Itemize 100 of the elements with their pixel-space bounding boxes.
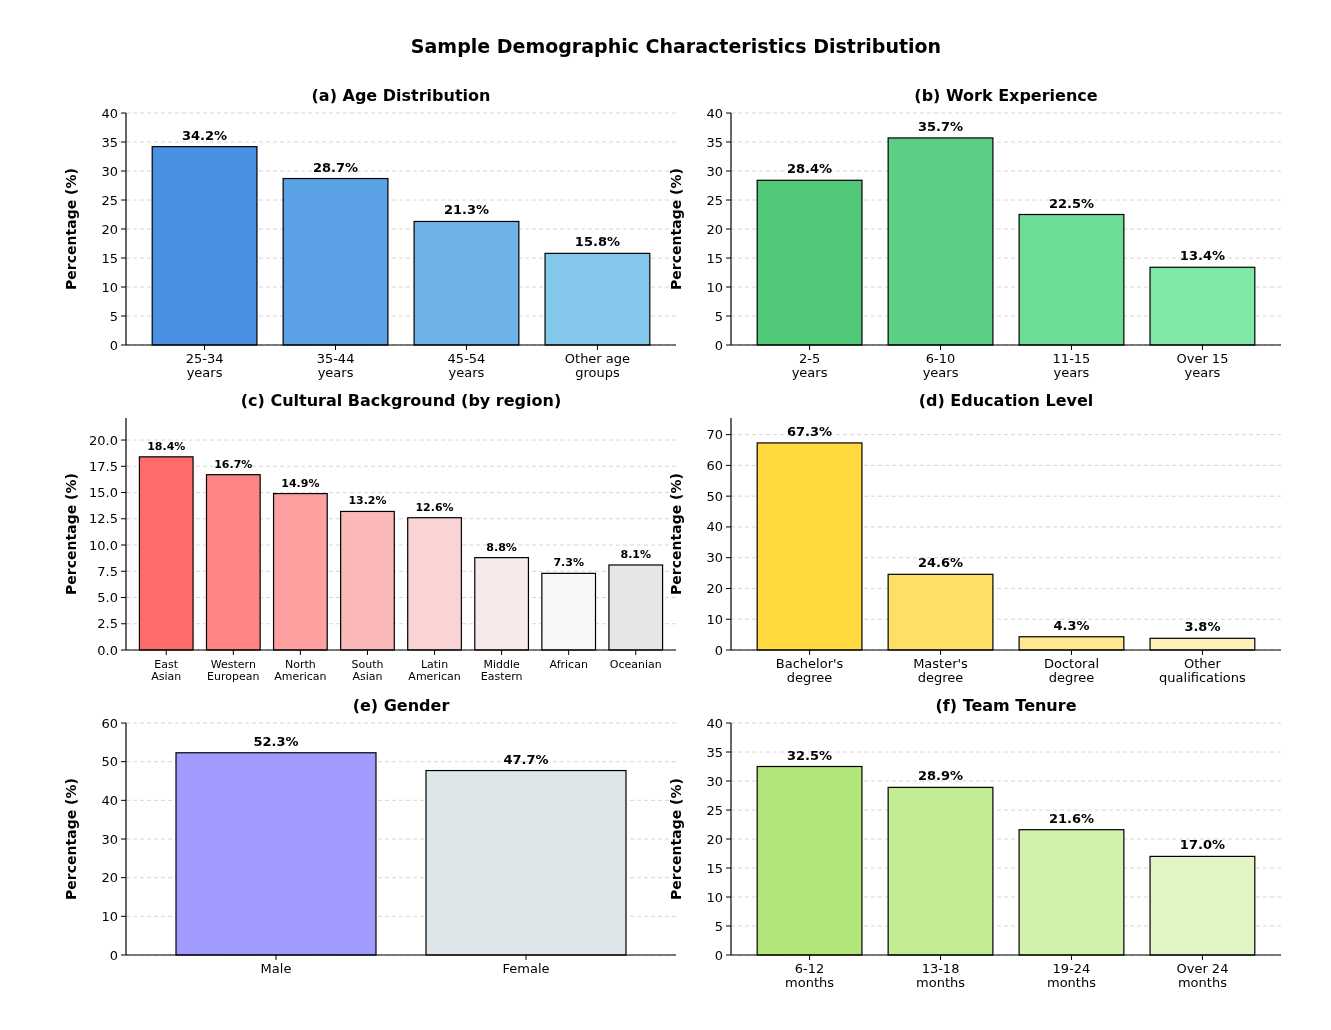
data-label: 34.2% [182,127,228,143]
x-tick-label: 11-15 years [1052,351,1091,381]
data-label: 16.7% [214,457,253,471]
y-tick-label: 25 [706,802,723,818]
y-tick-label: 50 [101,754,118,770]
y-tick-label: 35 [101,134,118,150]
x-tick-label: 6-12 months [785,961,835,991]
y-tick-label: 5 [109,308,118,324]
x-tick-label: 35-44 years [316,351,355,381]
y-tick-label: 0 [714,642,723,658]
y-tick-label: 17.5 [89,458,118,474]
y-tick-label: 10 [706,889,723,905]
x-tick-label: Middle Eastern [480,658,523,684]
y-tick-label: 35 [706,744,723,760]
x-tick-label: East Asian [151,658,182,684]
y-tick-label: 10 [101,279,118,295]
x-tick-label: 13-18 months [916,961,966,991]
y-tick-label: 5.0 [97,590,118,606]
y-tick-label: 5 [714,918,723,934]
y-tick-label: 50 [706,488,723,504]
x-tick-label: Over 24 months [1176,961,1229,991]
y-tick-label: 2.5 [97,616,118,632]
data-label: 14.9% [281,476,320,490]
y-tick-label: 20 [706,581,723,597]
data-label: 13.4% [1179,248,1225,264]
x-tick-label: North American [274,658,327,684]
x-tick-label: Over 15 years [1176,351,1229,381]
y-tick-label: 60 [101,715,118,731]
y-tick-label: 10 [706,611,723,627]
data-label: 32.5% [787,747,833,763]
y-tick-label: 15 [706,860,723,876]
y-tick-label: 12.5 [89,511,118,527]
x-tick-label: Male [260,961,292,976]
x-tick-label: 19-24 months [1046,961,1097,991]
chart-title: (b) Work Experience [914,86,1098,105]
y-tick-label: 70 [706,427,723,443]
x-tick-label: South Asian [351,658,384,684]
y-tick-label: 30 [101,831,118,847]
data-label: 21.6% [1048,810,1095,826]
data-label: 22.5% [1048,195,1095,211]
y-tick-label: 25 [101,192,118,208]
y-tick-label: 15 [101,250,118,266]
x-tick-label: Other qualifications [1159,656,1246,686]
y-tick-label: 30 [101,163,118,179]
x-tick-label: Other age groups [564,351,631,381]
data-label: 12.6% [415,500,454,514]
y-tick-label: 10 [101,908,118,924]
data-label: 17.0% [1179,837,1225,853]
data-label: 47.7% [503,751,549,767]
x-tick-label: Female [502,961,550,976]
x-tick-label: Western European [207,658,260,684]
y-tick-label: 20 [101,221,118,237]
x-tick-label: African [549,658,588,671]
y-tick-label: 0 [714,337,723,353]
data-label: 8.1% [620,547,652,561]
y-tick-label: 15.0 [89,485,118,501]
y-axis-title: Percentage (%) [668,778,684,900]
y-tick-label: 30 [706,773,723,789]
chart-title: (c) Cultural Background (by region) [240,391,562,410]
x-tick-label: Oceanian [609,658,662,671]
y-axis-title: Percentage (%) [668,168,684,290]
x-tick-label: Master's degree [913,656,969,686]
data-label: 4.3% [1053,617,1090,633]
data-label: 21.3% [443,202,490,218]
x-tick-label: 6-10 years [922,351,959,381]
y-tick-label: 30 [706,550,723,566]
data-label: 3.8% [1184,619,1221,635]
y-tick-label: 15 [706,250,723,266]
y-tick-label: 10 [706,279,723,295]
y-axis-title: Percentage (%) [63,473,79,595]
y-axis-title: Percentage (%) [668,473,684,595]
text: Sample Demographic Characteristics Distribution [410,35,942,57]
data-label: 28.4% [787,161,833,177]
y-tick-label: 35 [706,134,723,150]
data-label: 7.3% [553,556,584,570]
data-label: 28.7% [312,159,359,175]
y-tick-label: 60 [706,457,723,473]
x-tick-label: Doctoral degree [1043,656,1100,686]
data-label: 15.8% [574,234,620,250]
y-tick-label: 40 [101,792,118,808]
x-tick-label: 2-5 years [791,351,828,381]
y-tick-label: 40 [706,105,723,121]
y-tick-label: 0 [714,947,723,963]
data-label: 24.6% [917,555,964,571]
y-tick-label: 40 [101,105,118,121]
y-tick-label: 7.5 [97,563,118,579]
x-tick-label: Bachelor's degree [775,656,844,686]
y-tick-label: 20 [101,870,118,886]
data-label: 67.3% [787,423,833,439]
y-tick-label: 20 [706,831,723,847]
y-tick-label: 10.0 [89,537,118,553]
data-label: 8.8% [486,540,517,554]
y-tick-label: 5 [714,308,723,324]
x-tick-label: 45-54 years [447,351,486,381]
chart-title: (a) Age Distribution [311,86,491,105]
data-label: 13.2% [348,494,387,508]
x-tick-label: 25-34 years [185,351,224,381]
y-tick-label: 0 [109,337,118,353]
y-tick-label: 30 [706,163,723,179]
data-label: 18.4% [147,439,186,453]
